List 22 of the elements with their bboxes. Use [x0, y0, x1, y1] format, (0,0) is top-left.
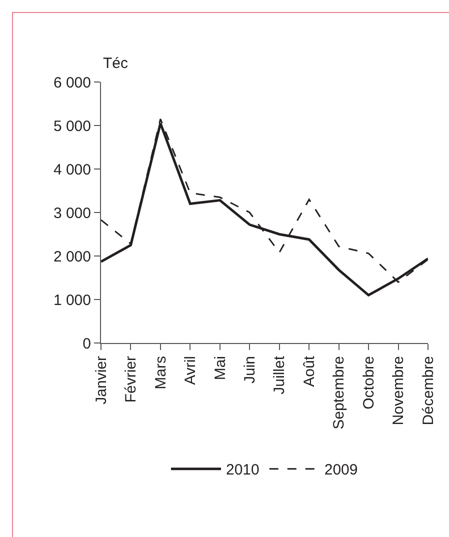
- x-tick-label: Janvier: [92, 356, 110, 404]
- x-tick-label: Août: [300, 355, 318, 387]
- y-tick-label: 3 000: [53, 204, 91, 222]
- legend-label: 2009: [324, 462, 358, 479]
- y-tick-label: 6 000: [53, 74, 91, 92]
- y-tick-label: 0: [82, 335, 91, 352]
- y-tick-label: 5 000: [53, 118, 91, 135]
- x-tick-label: Décembre: [420, 356, 437, 426]
- x-tick-label: Avril: [182, 356, 200, 385]
- x-tick-label: Septembre: [330, 356, 348, 430]
- legend-label: 2010: [226, 462, 260, 479]
- x-tick-label: Mai: [212, 356, 229, 380]
- x-tick-label: Mars: [152, 356, 170, 390]
- y-tick-label: 2 000: [53, 248, 91, 266]
- x-tick-label: Juillet: [271, 355, 288, 394]
- x-tick-label: Juin: [242, 356, 259, 384]
- x-tick-label: Octobre: [360, 356, 378, 410]
- y-tick-label: 1 000: [53, 292, 91, 309]
- x-tick-label: Février: [122, 356, 140, 403]
- y-axis-title: Téc: [103, 55, 129, 72]
- y-tick-label: 4 000: [53, 161, 91, 178]
- x-tick-label: Novembre: [390, 356, 408, 426]
